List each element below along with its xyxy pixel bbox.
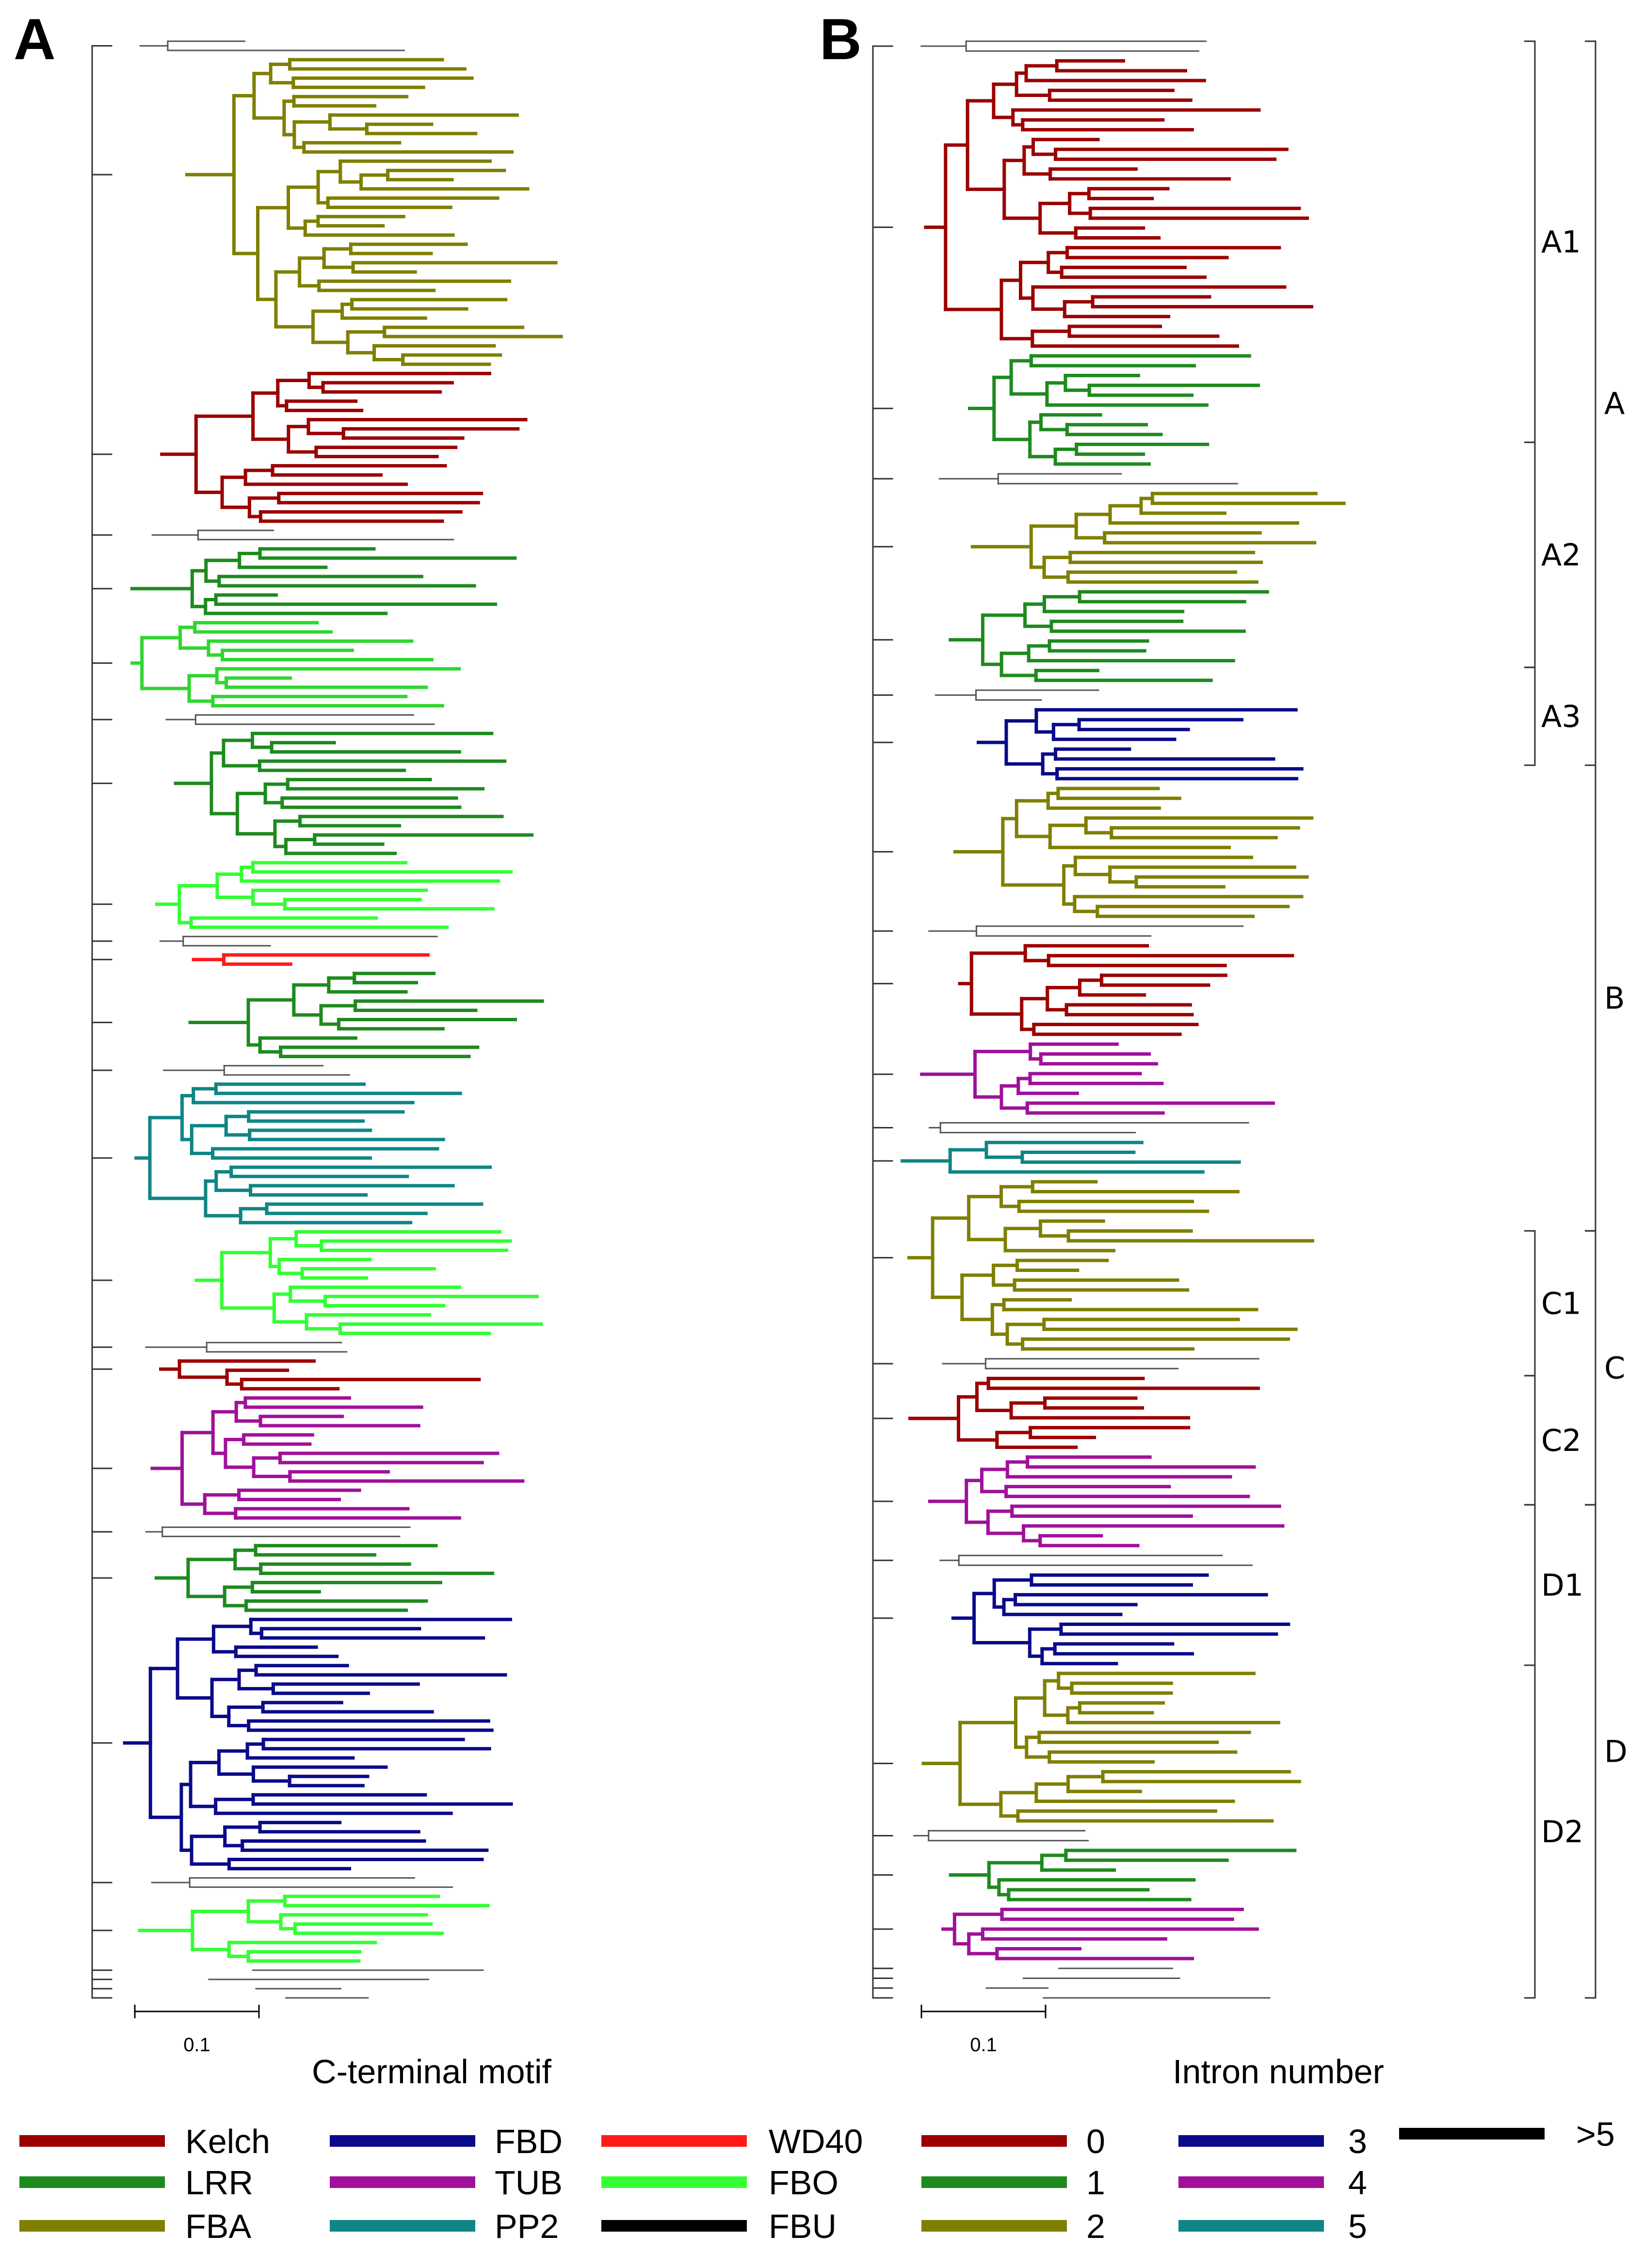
legend-item-1: 1	[921, 2164, 1105, 2202]
legend-label: 5	[1348, 2207, 1367, 2245]
panel-letter-a: A	[14, 7, 56, 72]
legend-swatch	[330, 2135, 475, 2147]
panel-letter-b: B	[820, 7, 862, 72]
legend-item-0: 0	[921, 2123, 1105, 2160]
legend-swatch	[921, 2220, 1067, 2232]
caption-intron-number: Intron number	[1173, 2053, 1384, 2091]
legend-label: 3	[1348, 2123, 1367, 2160]
clade-brackets: A1 A2 A3 C1 C2 D1 D2 A B C D	[1524, 40, 1628, 1999]
legend-label: 0	[1086, 2123, 1105, 2160]
legend-label: >5	[1576, 2115, 1615, 2153]
legend-swatch	[601, 2176, 747, 2188]
clade-bracket-c2: C2	[1524, 1375, 1581, 1506]
clade-bracket-c2-label: C2	[1541, 1423, 1581, 1458]
clade-bracket-d: D	[1585, 1504, 1628, 1999]
clade-bracket-a1: A1	[1524, 40, 1581, 443]
clade-bracket-c: C	[1585, 1230, 1625, 1506]
tree-intron-number	[872, 40, 1346, 1999]
clade-bracket-d2-label: D2	[1541, 1814, 1583, 1850]
legend-swatch	[1178, 2176, 1324, 2188]
legend-swatch	[601, 2220, 747, 2232]
legend-label: 2	[1086, 2207, 1105, 2245]
legend-item-2: 2	[921, 2207, 1105, 2245]
legend: Kelch LRR FBA FBD TUB PP2 WD40 FBO FBU 0 1 2 3 4 5 >5	[19, 2115, 1615, 2245]
legend-item-3: 3	[1178, 2123, 1367, 2160]
legend-label: FBA	[185, 2207, 251, 2245]
clade-bracket-b: B	[1585, 764, 1625, 1232]
clade-bracket-a-label: A	[1604, 386, 1625, 421]
clade-bracket-c1: C1	[1524, 1230, 1581, 1377]
scale-label-left: 0.1	[183, 2034, 210, 2056]
clade-bracket-b-label: B	[1604, 981, 1625, 1016]
legend-swatch	[330, 2220, 475, 2232]
legend-label: PP2	[495, 2207, 559, 2245]
legend-label: Kelch	[185, 2123, 270, 2160]
legend-swatch	[330, 2176, 475, 2188]
legend-item-fbo: FBO	[601, 2164, 838, 2202]
legend-label: WD40	[769, 2123, 863, 2160]
legend-item-lrr: LRR	[19, 2164, 253, 2202]
clade-bracket-d-label: D	[1604, 1734, 1628, 1769]
legend-label: TUB	[495, 2164, 563, 2202]
legend-label: FBO	[769, 2164, 838, 2202]
clade-bracket-d1: D1	[1524, 1504, 1583, 1666]
legend-item-4: 4	[1178, 2164, 1367, 2202]
legend-swatch	[1178, 2135, 1324, 2147]
legend-label: 4	[1348, 2164, 1367, 2202]
clade-bracket-a3-label: A3	[1541, 699, 1581, 734]
legend-swatch	[921, 2176, 1067, 2188]
legend-swatch	[601, 2135, 747, 2147]
legend-item-kelch: Kelch	[19, 2123, 270, 2160]
legend-item-tub: TUB	[330, 2164, 563, 2202]
scale-bar-left: 0.1	[134, 2005, 260, 2056]
clade-bracket-a: A	[1585, 40, 1625, 766]
legend-swatch	[921, 2135, 1067, 2147]
legend-item-fbu: FBU	[601, 2207, 837, 2245]
clade-bracket-a2-label: A2	[1541, 537, 1581, 573]
clade-bracket-a1-label: A1	[1541, 225, 1581, 260]
clade-bracket-a3: A3	[1524, 666, 1581, 766]
legend-label: FBD	[495, 2123, 563, 2160]
clade-bracket-d2: D2	[1524, 1664, 1583, 1999]
legend-item-wd40: WD40	[601, 2123, 863, 2160]
legend-item-fba: FBA	[19, 2207, 251, 2245]
scale-label-right: 0.1	[970, 2034, 997, 2056]
clade-bracket-a2: A2	[1524, 441, 1581, 668]
clade-bracket-c-label: C	[1604, 1351, 1625, 1386]
legend-swatch	[19, 2220, 165, 2232]
clade-bracket-c1-label: C1	[1541, 1286, 1581, 1321]
legend-label: 1	[1086, 2164, 1105, 2202]
clade-bracket-d1-label: D1	[1541, 1568, 1583, 1603]
legend-label: FBU	[769, 2207, 837, 2245]
caption-c-terminal-motif: C-terminal motif	[312, 2053, 552, 2091]
legend-item-pp2: PP2	[330, 2207, 559, 2245]
legend-swatch	[19, 2176, 165, 2188]
legend-item-5: 5	[1178, 2207, 1367, 2245]
scale-bar-right: 0.1	[920, 2005, 1047, 2056]
legend-label: LRR	[185, 2164, 253, 2202]
legend-item-gt5: >5	[1399, 2115, 1615, 2153]
legend-swatch	[1178, 2220, 1324, 2232]
legend-item-fbd: FBD	[330, 2123, 563, 2160]
tree-c-terminal-motif	[91, 40, 563, 1999]
legend-swatch	[1399, 2128, 1545, 2139]
legend-swatch	[19, 2135, 165, 2147]
